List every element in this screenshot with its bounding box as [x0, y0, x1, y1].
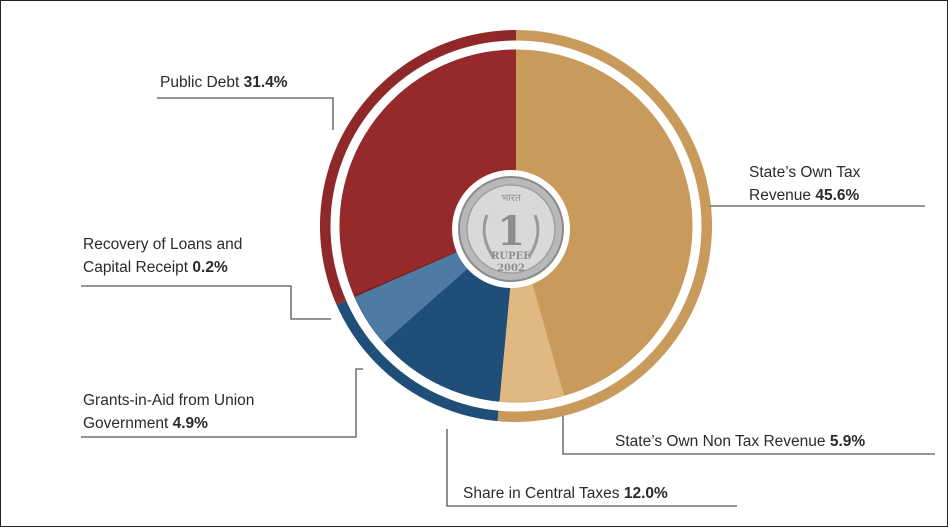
slice-label-line1: State’s Own Tax: [749, 164, 861, 181]
slice-label-public-debt: Public Debt 31.4%: [160, 74, 288, 91]
slice-label-line1: Public Debt: [160, 74, 244, 91]
coin-word: RUPEE: [491, 251, 531, 262]
slice-percent: 45.6%: [815, 187, 859, 204]
pie-slice-state-s-own-tax-revenue: [516, 49, 693, 396]
slice-labels: State’s Own Tax Revenue 45.6%State’s Own …: [83, 74, 865, 502]
slice-label-recovery-of-loans-and-capital-receipt: Recovery of Loans and Capital Receipt 0.2…: [83, 236, 242, 276]
leader-line-public-debt: [157, 97, 334, 130]
ring-gap: [330, 40, 702, 412]
slice-label-line2: Revenue: [749, 187, 815, 204]
leader-line-grants: [81, 368, 363, 438]
slice-percent: 0.2%: [192, 259, 228, 276]
slice-label-state-s-own-non-tax-revenue: State’s Own Non Tax Revenue 5.9%: [615, 433, 865, 450]
slice-label-grants-in-aid-from-union-government: Grants-in-Aid from Union Government 4.9%: [83, 392, 254, 432]
slice-label-state-s-own-tax-revenue: State’s Own Tax Revenue 45.6%: [749, 164, 861, 204]
coin-numeral: 1: [497, 208, 525, 255]
leader-lines: [81, 97, 935, 507]
slice-percent: 12.0%: [624, 485, 668, 502]
slice-label-line1: State’s Own Non Tax Revenue: [615, 433, 830, 450]
coin-year: 2002: [497, 263, 525, 274]
slice-percent: 5.9%: [830, 433, 866, 450]
slice-percent: 31.4%: [244, 74, 288, 91]
slice-label-line1: Recovery of Loans and: [83, 236, 242, 253]
slice-percent: 4.9%: [173, 415, 209, 432]
coin-top-text: भारत: [501, 193, 521, 204]
rupee-coin-icon: भारत 1 RUPEE 2002: [452, 170, 570, 288]
slice-label-line1: Grants-in-Aid from Union: [83, 392, 254, 409]
leader-line-recovery: [81, 285, 331, 320]
slice-label-line2: Government: [83, 415, 173, 432]
leader-line-non-tax: [562, 416, 935, 455]
leader-line-central-taxes: [446, 429, 737, 507]
slice-label-share-in-central-taxes: Share in Central Taxes 12.0%: [463, 485, 668, 502]
slice-label-line1: Share in Central Taxes: [463, 485, 624, 502]
slice-label-line2: Capital Receipt: [83, 259, 192, 276]
